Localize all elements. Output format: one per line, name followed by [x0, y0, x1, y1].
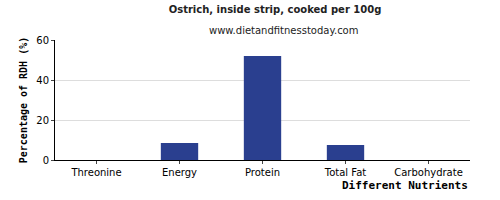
- svg-text:Different Nutrients: Different Nutrients: [342, 179, 468, 192]
- svg-text:Carbohydrate: Carbohydrate: [394, 167, 463, 178]
- svg-text:Total Fat: Total Fat: [324, 167, 366, 178]
- svg-text:www.dietandfitnesstoday.com: www.dietandfitnesstoday.com: [209, 25, 358, 36]
- svg-text:0: 0: [43, 155, 49, 166]
- svg-text:Energy: Energy: [162, 167, 197, 178]
- svg-text:Ostrich, inside strip, cooked: Ostrich, inside strip, cooked per 100g: [169, 4, 382, 15]
- svg-text:Percentage of RDH (%): Percentage of RDH (%): [18, 37, 29, 163]
- svg-text:60: 60: [36, 35, 49, 46]
- svg-text:40: 40: [36, 75, 49, 86]
- svg-text:20: 20: [36, 115, 49, 126]
- svg-text:Threonine: Threonine: [70, 167, 121, 178]
- svg-text:Protein: Protein: [245, 167, 280, 178]
